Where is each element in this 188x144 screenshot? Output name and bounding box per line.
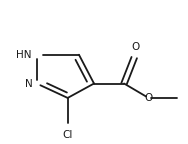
Text: N: N [25, 78, 33, 89]
Text: HN: HN [17, 50, 32, 60]
Text: Cl: Cl [62, 130, 73, 140]
Text: O: O [131, 42, 139, 52]
Text: O: O [144, 93, 153, 103]
